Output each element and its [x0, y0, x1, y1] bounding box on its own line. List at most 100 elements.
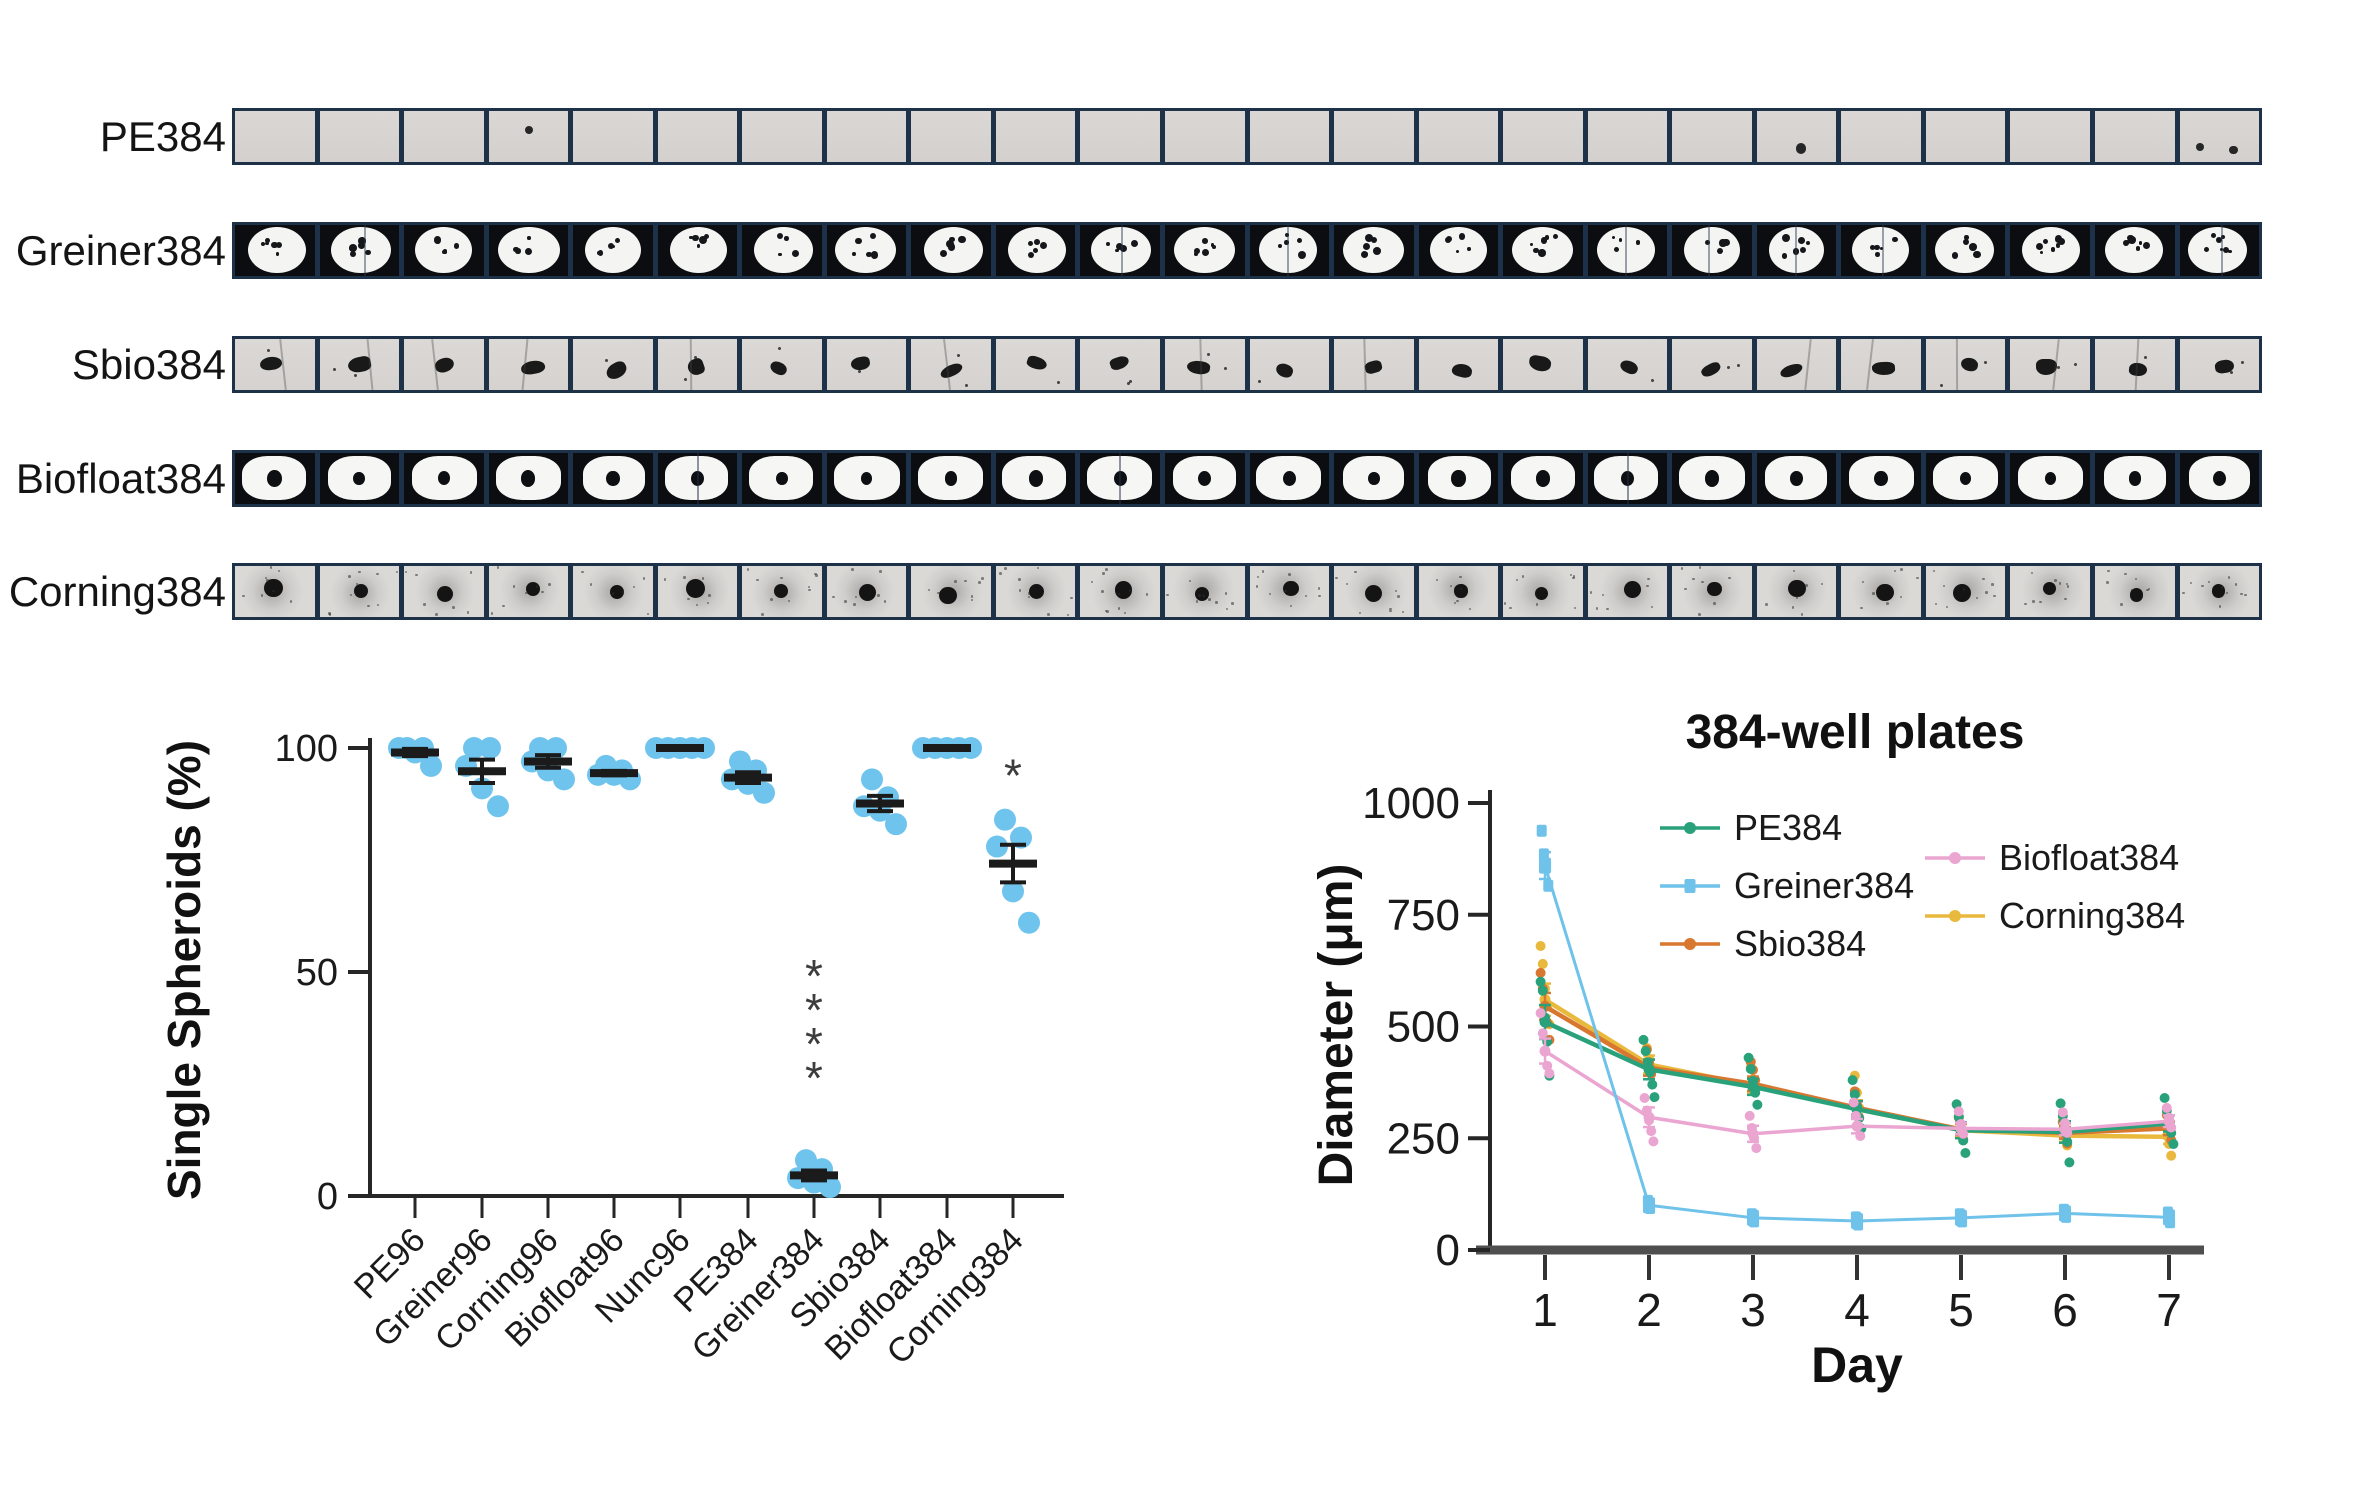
data-point	[479, 737, 501, 759]
data-point	[553, 768, 575, 791]
well-image	[404, 453, 484, 504]
day-tick-label: 6	[2052, 1284, 2078, 1336]
well-image	[1334, 453, 1414, 504]
well-image	[2095, 225, 2175, 276]
well-image	[1418, 566, 1499, 617]
mean-marker	[1539, 1016, 1551, 1028]
legend-label: PE384	[1734, 807, 1842, 848]
well-image	[1925, 453, 2006, 504]
well-image	[1672, 453, 1752, 504]
legend-item-Biofloat384: Biofloat384	[1925, 837, 2179, 878]
well-image	[2179, 225, 2260, 276]
well-image	[1165, 225, 1245, 276]
well-image-strip-biofloat384	[232, 450, 2262, 507]
well-image	[1418, 225, 1499, 276]
well-image	[2179, 111, 2260, 162]
well-image	[573, 453, 653, 504]
data-point	[1535, 976, 1546, 987]
data-point	[1535, 967, 1546, 978]
line-axes: 0 250 500 750 1000 1 2 3 4 5 6 7	[1362, 779, 2204, 1336]
well-image	[742, 339, 822, 390]
strip-label-sbio384: Sbio384	[71, 340, 226, 388]
data-point	[1751, 1143, 1762, 1154]
data-point	[1638, 1034, 1649, 1045]
mean-marker	[2163, 1209, 2175, 1226]
diameter-line-chart: 384-well plates 0 250 500 750 1000 1 2 3 4 5 6 7 Day D…	[1200, 640, 2362, 1500]
data-point	[1544, 1068, 1555, 1079]
well-image	[1249, 225, 1330, 276]
well-image	[911, 566, 991, 617]
well-image	[235, 566, 315, 617]
well-image	[657, 339, 738, 390]
day-tick-label: 2	[1636, 1284, 1662, 1336]
svg-text:750: 750	[1387, 891, 1460, 940]
data-point	[1639, 1093, 1650, 1104]
well-image	[1503, 566, 1583, 617]
well-image	[1334, 566, 1414, 617]
well-image	[1503, 453, 1583, 504]
well-image	[319, 225, 400, 276]
well-image	[742, 566, 822, 617]
data-point	[753, 781, 775, 804]
well-image	[2095, 339, 2175, 390]
well-image	[2095, 111, 2175, 162]
svg-text:1000: 1000	[1362, 779, 1460, 828]
well-image	[1080, 225, 1161, 276]
data-point	[463, 737, 485, 759]
day-tick-label: 1	[1532, 1284, 1558, 1336]
mean-marker	[1747, 1081, 1759, 1093]
well-image	[2095, 566, 2175, 617]
well-image	[2010, 225, 2091, 276]
well-image	[1925, 111, 2006, 162]
well-image	[826, 339, 907, 390]
legend-item-Greiner384: Greiner384	[1660, 865, 1914, 906]
well-image	[2010, 111, 2091, 162]
well-image	[404, 566, 484, 617]
data-point	[2159, 1093, 2170, 1104]
well-image	[1672, 111, 1752, 162]
well-image	[1587, 566, 1668, 617]
well-image	[1503, 111, 1583, 162]
well-image	[1418, 453, 1499, 504]
data-point	[1744, 1110, 1755, 1121]
data-point	[2055, 1098, 2066, 1109]
well-strip-row-biofloat384: Biofloat384	[0, 450, 2262, 507]
legend-label: Biofloat384	[1999, 837, 2179, 878]
data-point	[420, 754, 442, 777]
data-point	[1849, 1089, 1860, 1100]
mean-marker	[1955, 1122, 1967, 1134]
well-image	[319, 339, 400, 390]
well-image	[995, 453, 1076, 504]
well-image	[1249, 453, 1330, 504]
well-image	[995, 225, 1076, 276]
mean-marker	[2059, 1205, 2071, 1222]
well-image	[1249, 566, 1330, 617]
well-image	[1925, 225, 2006, 276]
mean-marker	[1643, 1111, 1655, 1123]
scatter-group-Greiner384: ****	[787, 950, 841, 1199]
well-image	[235, 339, 315, 390]
well-image	[826, 225, 907, 276]
well-image	[1756, 566, 1837, 617]
series-Biofloat384	[1535, 1008, 2177, 1154]
well-image	[657, 111, 738, 162]
well-image	[319, 111, 400, 162]
strip-label-greiner384: Greiner384	[15, 226, 226, 274]
well-image	[657, 453, 738, 504]
well-image	[1503, 225, 1583, 276]
data-point	[2161, 1102, 2172, 1113]
well-image	[1080, 566, 1161, 617]
well-image	[1165, 339, 1245, 390]
well-image	[573, 339, 653, 390]
well-image	[911, 453, 991, 504]
well-image	[1165, 453, 1245, 504]
well-image	[995, 339, 1076, 390]
data-point	[1752, 1099, 1763, 1110]
well-image	[319, 566, 400, 617]
well-image	[1756, 111, 1837, 162]
well-image	[1925, 566, 2006, 617]
well-image	[235, 111, 315, 162]
well-image	[488, 111, 569, 162]
well-image	[1841, 225, 1921, 276]
legend-item-Sbio384: Sbio384	[1660, 923, 1866, 964]
